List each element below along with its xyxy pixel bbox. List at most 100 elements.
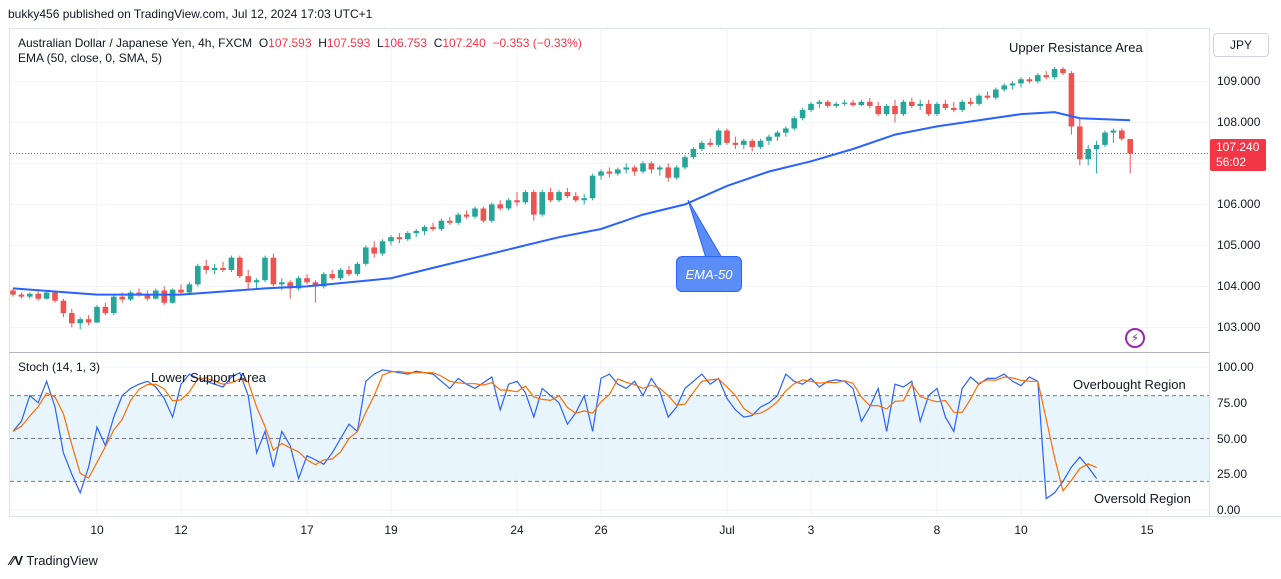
price-tick-label: 104.000 (1217, 279, 1261, 294)
candle-body (648, 163, 655, 170)
time-axis-separator (9, 516, 1281, 517)
candle-body (556, 192, 562, 201)
currency-button[interactable]: JPY (1213, 33, 1269, 57)
candle-body (144, 294, 151, 299)
stoch-legend[interactable]: Stoch (14, 1, 3) (18, 360, 101, 374)
price-tick-label: 109.000 (1217, 74, 1261, 89)
low-value: 106.753 (383, 36, 428, 50)
low-label: L (376, 36, 384, 50)
candle-body (774, 132, 781, 137)
candle-body (841, 102, 848, 104)
time-tick-label: 24 (510, 523, 524, 537)
candle-body (203, 265, 209, 270)
candle-body (883, 105, 890, 115)
candle-body (531, 192, 537, 215)
candle-body (867, 101, 873, 106)
candle-body (43, 292, 50, 299)
candle-body (127, 292, 134, 300)
candle-body (1127, 139, 1133, 154)
candle-body (741, 140, 747, 145)
bar-countdown: 56:02 (1216, 155, 1247, 169)
open-label: O (258, 36, 269, 50)
candles (10, 66, 1133, 330)
candle-body (472, 208, 478, 217)
tradingview-footer[interactable]: ⁄⁄V TradingView (10, 553, 98, 568)
close-label: C (433, 36, 443, 50)
candle-body (371, 247, 377, 254)
candle-body (690, 148, 697, 158)
candle-body (791, 118, 797, 129)
time-tick-label: 10 (1014, 523, 1028, 537)
candle-body (825, 101, 831, 106)
stoch-tick-label: 0.00 (1217, 503, 1241, 517)
close-value: 107.240 (442, 36, 486, 50)
candle-body (909, 101, 915, 106)
candle-body (346, 269, 352, 275)
candle-body (169, 289, 176, 303)
candle-body (119, 296, 125, 300)
candle-body (270, 257, 277, 285)
candle-body (85, 319, 92, 323)
candle-body (673, 167, 680, 178)
candle-body (245, 276, 251, 283)
candle-body (766, 136, 772, 141)
candle-body (27, 293, 33, 297)
candle-body (1093, 144, 1100, 149)
candle-body (1060, 69, 1066, 74)
candle-body (220, 267, 226, 270)
stoch-k-line (12, 369, 1098, 500)
stoch-tick-label: 100.00 (1217, 360, 1254, 374)
tradingview-logo-icon: ⁄⁄V (10, 553, 24, 568)
symbol-name: Australian Dollar / Japanese Yen, 4h, FX… (18, 36, 253, 50)
candle-body (337, 269, 344, 279)
ema-callout-pointer (687, 199, 723, 259)
last-price-value: 107.240 (1216, 140, 1260, 154)
candle-body (1077, 126, 1083, 160)
candle-body (984, 95, 991, 98)
symbol-legend[interactable]: Australian Dollar / Japanese Yen, 4h, FX… (18, 35, 582, 51)
price-tick-label: 103.000 (1217, 320, 1261, 335)
stoch-band (10, 395, 1209, 482)
candle-body (1051, 69, 1058, 78)
candle-body (237, 257, 243, 277)
candle-body (951, 107, 957, 111)
candle-body (354, 263, 361, 275)
candle-body (858, 101, 865, 106)
candle-body (77, 319, 83, 324)
candle-body (1110, 130, 1117, 133)
candle-body (253, 280, 260, 283)
candle-body (783, 128, 789, 133)
ema-callout: EMA-50 (676, 256, 742, 292)
candle-body (514, 200, 520, 203)
candle-body (329, 274, 335, 279)
ema-legend[interactable]: EMA (50, close, 0, SMA, 5) (18, 51, 163, 65)
candle-body (52, 292, 58, 301)
candle-body (396, 237, 403, 240)
candle-body (388, 237, 394, 242)
pane-separator[interactable] (9, 352, 1210, 353)
last-price-badge: 107.240 56:02 (1210, 139, 1266, 171)
publisher-line: bukky456 published on TradingView.com, J… (8, 7, 373, 21)
candle-body (1009, 83, 1016, 86)
candle-body (421, 226, 428, 232)
candle-body (665, 167, 671, 178)
stoch-tick-label: 50.00 (1217, 431, 1248, 446)
candle-body (228, 257, 235, 270)
candle-body (438, 220, 445, 229)
candle-body (547, 192, 554, 201)
candle-body (682, 157, 688, 168)
candle-body (657, 167, 663, 170)
candle-body (892, 105, 898, 115)
lightning-icon[interactable]: ⚡ (1125, 328, 1145, 348)
candle-body (967, 101, 974, 104)
candle-body (480, 208, 487, 221)
candle-body (405, 233, 411, 240)
candle-body (1119, 130, 1125, 139)
candle-body (640, 163, 646, 172)
time-tick-label: 10 (90, 523, 104, 537)
candle-body (732, 142, 739, 145)
candle-body (749, 140, 755, 147)
candle-body (463, 214, 470, 217)
candle-body (581, 198, 587, 201)
